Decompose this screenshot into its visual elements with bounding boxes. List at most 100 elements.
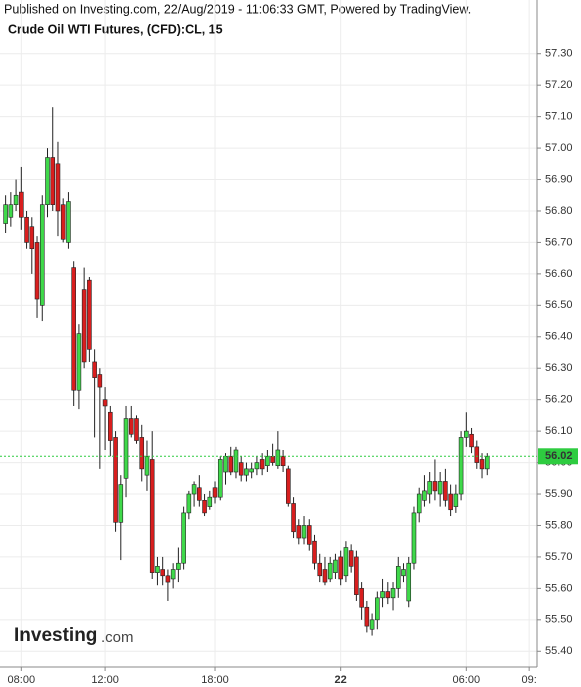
candle-body xyxy=(406,562,412,602)
x-tick-label: 22 xyxy=(335,674,347,686)
candle-body xyxy=(479,459,485,470)
candle-body xyxy=(291,503,296,533)
candle-body xyxy=(469,433,474,448)
candle-body xyxy=(191,484,197,495)
candle-body xyxy=(238,462,244,476)
candle-body xyxy=(45,157,50,205)
candle-body xyxy=(212,487,218,498)
candle-body xyxy=(286,468,291,504)
y-tick-label: 56.30 xyxy=(545,362,573,374)
x-tick-label: 18:00 xyxy=(201,674,229,686)
candle-body xyxy=(207,496,213,507)
candle-body xyxy=(139,437,145,470)
y-tick-label: 56.80 xyxy=(545,205,573,217)
candle-body xyxy=(338,556,343,580)
candle-body xyxy=(249,468,254,473)
y-tick-label: 56.50 xyxy=(545,299,573,311)
candle-body xyxy=(170,569,176,580)
candle-body xyxy=(39,204,45,306)
candle-body xyxy=(19,191,24,218)
x-tick-label: 06:00 xyxy=(453,674,481,686)
candle-body xyxy=(81,289,87,363)
candle-body xyxy=(134,418,139,441)
candle-body xyxy=(427,481,432,495)
candle-body xyxy=(118,484,124,523)
candle-body xyxy=(432,481,438,492)
candle-body xyxy=(270,455,275,463)
candle-body xyxy=(144,455,150,476)
candle-body xyxy=(306,525,312,545)
candle-body xyxy=(458,437,464,495)
candle-body xyxy=(13,194,19,205)
candle-body xyxy=(343,547,349,577)
y-tick-label: 56.20 xyxy=(545,394,573,406)
watermark-name: Investing xyxy=(14,625,97,646)
candle-body xyxy=(380,591,385,599)
candle-body xyxy=(97,374,103,388)
candle-body xyxy=(322,569,328,583)
candle-body xyxy=(395,566,401,589)
candle-body xyxy=(422,490,427,501)
x-tick-label: 09: xyxy=(521,674,536,686)
y-tick-label: 55.90 xyxy=(545,488,573,500)
candle-body xyxy=(92,361,97,378)
y-tick-label: 55.50 xyxy=(545,614,573,626)
y-tick-label: 56.10 xyxy=(545,425,573,437)
y-tick-label: 56.70 xyxy=(545,236,573,248)
published-note: Published on Investing.com, 22/Aug/2019 … xyxy=(4,2,471,16)
candle-body xyxy=(259,459,265,470)
candle-body xyxy=(223,455,228,473)
candle-body xyxy=(375,597,380,621)
candle-body xyxy=(8,204,14,218)
candle-body xyxy=(333,559,338,573)
candle-body xyxy=(60,204,66,240)
candle-body xyxy=(186,493,192,514)
candle-body xyxy=(348,550,354,567)
candle-body xyxy=(443,481,448,501)
candle-body xyxy=(327,562,333,580)
y-tick-label: 56.40 xyxy=(545,331,573,343)
candle-body xyxy=(401,569,406,577)
candle-body xyxy=(197,487,202,501)
candle-body xyxy=(385,591,391,599)
candle-body xyxy=(3,204,8,224)
candle-body xyxy=(484,455,490,470)
candle-body xyxy=(301,525,307,539)
candle-body xyxy=(228,455,234,473)
y-tick-label: 57.30 xyxy=(545,48,573,60)
candle-body xyxy=(102,399,108,407)
y-tick-label: 55.40 xyxy=(545,645,573,657)
candle-body xyxy=(354,556,359,595)
y-tick-label: 57.00 xyxy=(545,142,573,154)
last-price-box xyxy=(538,448,578,465)
candle-body xyxy=(296,525,302,539)
candle-body xyxy=(165,575,171,583)
chart-title: Crude Oil WTI Futures, (CFD):CL, 15 xyxy=(8,22,223,36)
candle-body xyxy=(128,418,134,435)
candle-body xyxy=(364,606,370,627)
candle-body xyxy=(108,411,113,441)
candle-body xyxy=(202,500,207,514)
watermark-domain: .com xyxy=(101,629,134,646)
candle-body xyxy=(317,562,323,577)
candle-body xyxy=(453,493,459,507)
candle-body xyxy=(369,619,375,630)
candle-body xyxy=(411,512,417,564)
candle-body xyxy=(76,333,82,391)
candle-body xyxy=(464,430,469,438)
y-tick-label: 57.10 xyxy=(545,111,573,123)
candle-body xyxy=(265,455,270,467)
candle-body xyxy=(448,493,453,511)
x-tick-label: 12:00 xyxy=(91,674,119,686)
x-tick-label: 08:00 xyxy=(8,674,36,686)
candle-body xyxy=(87,279,92,350)
candle-body xyxy=(155,566,160,573)
last-price-label: 56.02 xyxy=(545,450,573,462)
candle-body xyxy=(149,459,155,573)
candle-body xyxy=(275,449,281,467)
candle-body xyxy=(50,157,56,205)
candle-body xyxy=(280,455,286,467)
y-tick-label: 55.60 xyxy=(545,582,573,594)
y-tick-label: 56.90 xyxy=(545,173,573,185)
